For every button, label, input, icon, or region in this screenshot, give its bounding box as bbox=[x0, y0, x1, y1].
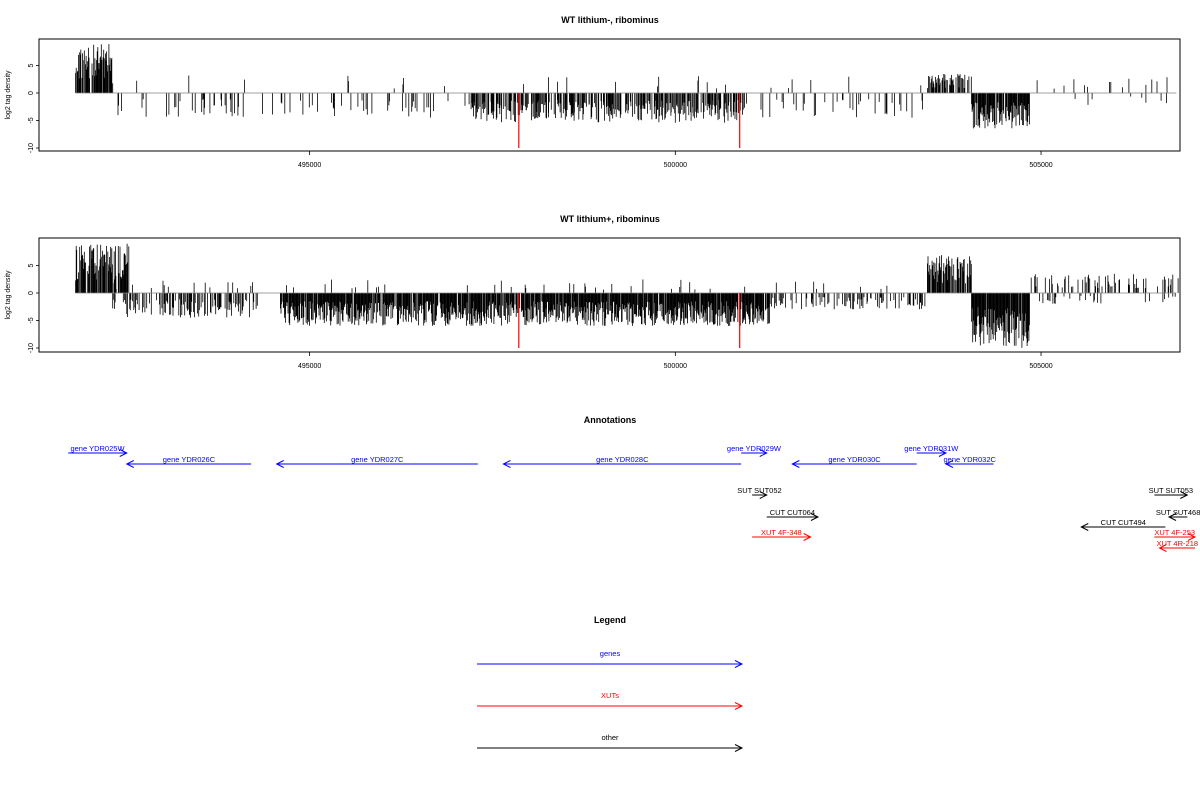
annotation-feature: SUT SUT052 bbox=[737, 486, 782, 499]
arrow-head-icon bbox=[1080, 523, 1089, 531]
legend-label: XUTs bbox=[601, 691, 619, 700]
annotation-label: XUT 4R-218 bbox=[1156, 539, 1198, 548]
x-tick-label: 495000 bbox=[298, 363, 321, 370]
annotation-label: SUT SUT468 bbox=[1156, 508, 1200, 517]
arrow-head-icon bbox=[734, 702, 744, 710]
annotation-feature: XUT 4F-348 bbox=[752, 528, 812, 541]
legend-items: genes XUTs other bbox=[477, 649, 744, 752]
annotation-label: gene YDR030C bbox=[828, 455, 881, 464]
annotation-label: XUT 4F-348 bbox=[761, 528, 802, 537]
y-tick-label: -10 bbox=[28, 143, 35, 153]
annotation-feature: CUT CUT494 bbox=[1080, 518, 1166, 531]
density-bars bbox=[75, 243, 1181, 348]
annotation-feature: gene YDR031W bbox=[904, 444, 959, 457]
y-tick-label: -5 bbox=[28, 117, 35, 123]
arrow-head-icon bbox=[502, 460, 511, 468]
annotation-feature: gene YDR025W bbox=[68, 444, 128, 457]
legend-title: Legend bbox=[594, 615, 626, 625]
y-axis-label: log2 tag density bbox=[5, 270, 12, 320]
x-axis: 495000 500000 505000 bbox=[298, 151, 1053, 169]
x-tick-label: 495000 bbox=[298, 162, 321, 169]
plot-frame bbox=[38, 38, 1181, 152]
y-tick-label: 5 bbox=[28, 263, 35, 267]
annotation-label: XUT 4F-253 bbox=[1154, 528, 1195, 537]
arrow-head-icon bbox=[734, 744, 744, 752]
annotation-label: gene YDR031W bbox=[904, 444, 959, 453]
arrow-head-icon bbox=[759, 491, 768, 499]
annotation-label: gene YDR026C bbox=[163, 455, 216, 464]
x-tick-label: 505000 bbox=[1029, 363, 1052, 370]
arrow-head-icon bbox=[125, 460, 134, 468]
annotation-label: CUT CUT494 bbox=[1101, 518, 1146, 527]
annotation-feature: XUT 4R-218 bbox=[1156, 539, 1198, 552]
arrow-head-icon bbox=[1167, 513, 1177, 521]
y-tick-label: -10 bbox=[28, 343, 35, 353]
annotation-label: gene YDR029W bbox=[727, 444, 782, 453]
arrow-head-icon bbox=[759, 449, 768, 457]
arrow-head-icon bbox=[810, 513, 820, 521]
legend-item-xuts: XUTs bbox=[477, 691, 744, 710]
annotation-label: gene YDR032C bbox=[944, 455, 997, 464]
annotation-feature: gene YDR026C bbox=[125, 455, 252, 468]
y-tick-label: 0 bbox=[28, 91, 35, 95]
annotation-label: CUT CUT064 bbox=[770, 508, 815, 517]
arrow-head-icon bbox=[791, 460, 800, 468]
x-tick-label: 505000 bbox=[1029, 162, 1052, 169]
track-title: WT lithium-, ribominus bbox=[561, 15, 659, 25]
track-lithium-minus: WT lithium-, ribominus log2 tag density … bbox=[5, 15, 1181, 169]
annotation-label: SUT SUT052 bbox=[737, 486, 781, 495]
annotation-feature: gene YDR032C bbox=[944, 455, 997, 468]
y-tick-label: -5 bbox=[28, 317, 35, 323]
density-bars bbox=[75, 44, 1177, 129]
annotation-feature: gene YDR028C bbox=[502, 455, 742, 468]
annotation-feature: SUT SUT468 bbox=[1156, 508, 1200, 521]
annotation-items: gene YDR025W gene YDR026C gene YDR027C gene… bbox=[68, 444, 1200, 552]
track-lithium-plus: WT lithium+, ribominus log2 tag density … bbox=[5, 214, 1181, 370]
annotation-feature: XUT 4F-253 bbox=[1154, 528, 1197, 541]
y-axis-label: log2 tag density bbox=[5, 70, 12, 120]
arrow-head-icon bbox=[1158, 544, 1167, 552]
position-markers bbox=[518, 293, 741, 348]
annotation-label: SUT SUT053 bbox=[1149, 486, 1193, 495]
position-markers bbox=[518, 93, 741, 148]
legend: Legend genes XUTs other bbox=[477, 615, 744, 752]
annotations-title: Annotations bbox=[584, 415, 637, 425]
annotation-feature: gene YDR029W bbox=[727, 444, 782, 457]
annotation-feature: CUT CUT064 bbox=[766, 508, 820, 521]
y-axis: -10 -5 0 5 bbox=[28, 63, 39, 153]
y-tick-label: 5 bbox=[28, 63, 35, 67]
arrow-head-icon bbox=[944, 460, 954, 468]
annotation-label: gene YDR025W bbox=[70, 444, 125, 453]
arrow-head-icon bbox=[119, 449, 128, 457]
legend-label: genes bbox=[600, 649, 621, 658]
annotation-feature: SUT SUT053 bbox=[1149, 486, 1193, 499]
arrow-head-icon bbox=[734, 660, 744, 668]
arrow-head-icon bbox=[275, 460, 284, 468]
x-tick-label: 500000 bbox=[664, 162, 687, 169]
track-title: WT lithium+, ribominus bbox=[560, 214, 660, 224]
legend-item-genes: genes bbox=[477, 649, 744, 668]
arrow-head-icon bbox=[938, 449, 948, 457]
annotation-label: gene YDR028C bbox=[596, 455, 649, 464]
legend-item-other: other bbox=[477, 733, 744, 752]
legend-label: other bbox=[601, 733, 619, 742]
x-tick-label: 500000 bbox=[664, 363, 687, 370]
annotation-feature: gene YDR030C bbox=[791, 455, 917, 468]
arrow-head-icon bbox=[1180, 491, 1189, 499]
y-axis: -10 -5 0 5 bbox=[28, 263, 39, 353]
arrow-head-icon bbox=[803, 533, 812, 541]
annotation-label: gene YDR027C bbox=[351, 455, 404, 464]
annotation-feature: gene YDR027C bbox=[275, 455, 478, 468]
y-tick-label: 0 bbox=[28, 291, 35, 295]
arrow-head-icon bbox=[1187, 533, 1197, 541]
x-axis: 495000 500000 505000 bbox=[298, 352, 1053, 370]
